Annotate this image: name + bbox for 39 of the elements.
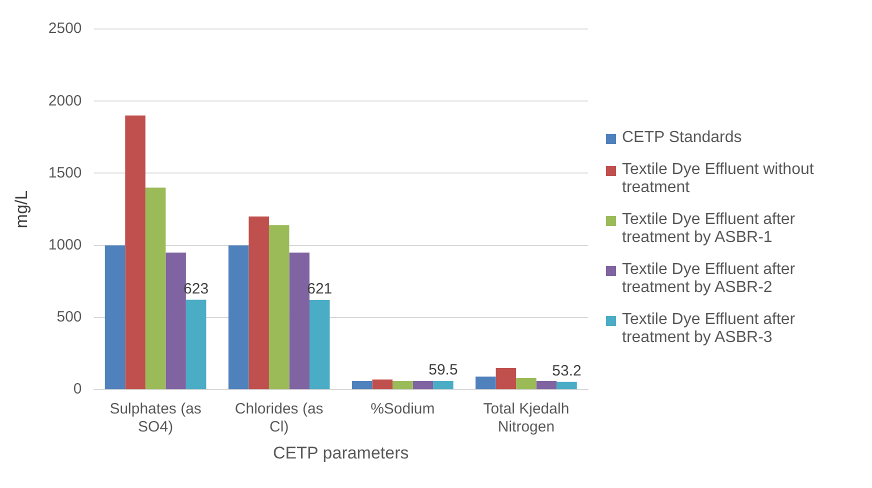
bar xyxy=(125,116,146,390)
y-tick-label: 1000 xyxy=(48,236,82,254)
legend-label: Textile Dye Effluent after treatment by ASBR-2 xyxy=(622,261,796,297)
x-tick-label: Sulphates (as SO4) xyxy=(110,400,202,436)
y-tick-label: 500 xyxy=(56,308,82,326)
bar xyxy=(104,245,126,390)
bar xyxy=(392,380,413,390)
x-tick-label: Total Kjedalh Nitrogen xyxy=(483,400,570,436)
x-tick-label: %Sodium xyxy=(370,400,435,418)
data-label: 59.5 xyxy=(428,362,458,379)
bar xyxy=(186,300,206,390)
x-tick-label: Chlorides (as Cl) xyxy=(234,400,324,436)
bar xyxy=(516,378,536,390)
bar xyxy=(496,368,516,390)
bar xyxy=(228,245,249,390)
legend-label: Textile Dye Effluent without treatment xyxy=(622,161,815,197)
legend-label: CETP Standards xyxy=(622,129,742,147)
x-axis-title: CETP parameters xyxy=(273,443,409,462)
bar xyxy=(412,380,434,390)
bar xyxy=(310,300,330,390)
bar xyxy=(289,252,310,390)
bar xyxy=(476,376,496,390)
bar xyxy=(433,381,454,390)
y-axis-title: mg/L xyxy=(12,190,31,228)
bar xyxy=(352,380,372,390)
y-tick-label: 2500 xyxy=(48,20,82,38)
legend-label: Textile Dye Effluent after treatment by ASBR-1 xyxy=(622,211,796,247)
y-tick-label: 1500 xyxy=(48,164,82,182)
bar xyxy=(145,188,166,390)
y-tick-label: 2000 xyxy=(48,92,82,110)
bar xyxy=(556,382,577,390)
bar xyxy=(248,216,269,390)
data-label: 53.2 xyxy=(552,362,582,380)
bar xyxy=(536,380,557,390)
legend-label: Textile Dye Effluent after treatment by ASBR-3 xyxy=(622,311,796,347)
y-tick-label: 0 xyxy=(73,380,82,398)
bar xyxy=(372,380,393,390)
bar xyxy=(166,252,186,390)
bar xyxy=(268,225,290,390)
